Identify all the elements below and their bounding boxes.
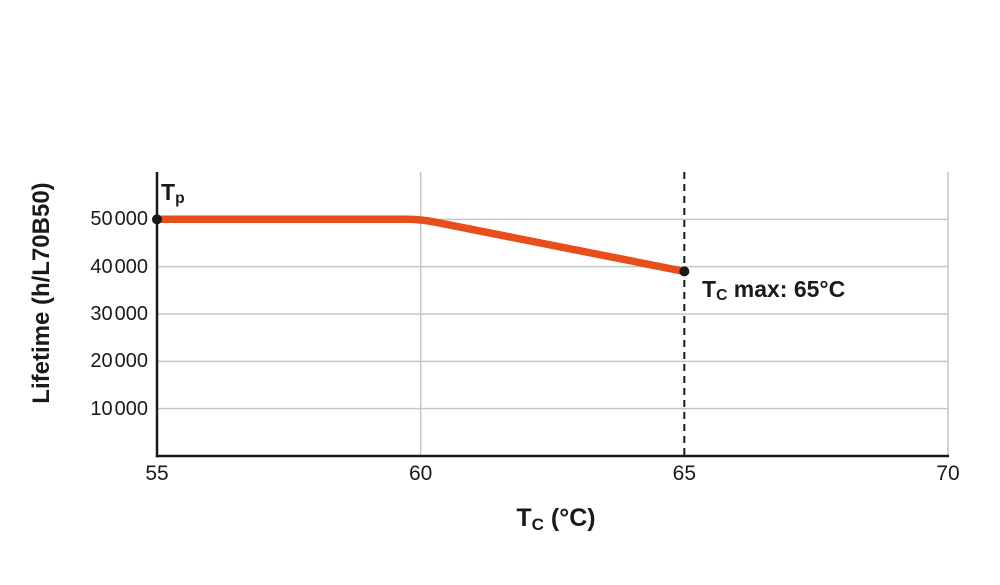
annotation-tc-max-subscript: C [716, 287, 728, 305]
x-axis-title: TC (°C) [406, 504, 706, 535]
x-axis-title-base: T [516, 504, 532, 532]
x-tick-label: 55 [145, 462, 169, 485]
y-tick-label: 50 000 [90, 208, 148, 231]
annotation-tc-max-text: max: 65°C [727, 276, 846, 302]
y-axis-title: Lifetime (h/L70B50) [28, 182, 55, 404]
annotation-tp-base: T [161, 179, 176, 205]
annotation-tp: Tp [161, 180, 185, 208]
x-axis-title-subscript: C [531, 514, 544, 534]
y-tick-label: 20 000 [90, 350, 148, 373]
annotation-tp-subscript: p [175, 190, 185, 208]
annotation-tc-max-base: T [702, 276, 717, 302]
data-point-start [152, 214, 162, 225]
x-tick-label: 65 [672, 462, 696, 485]
x-axis-title-unit: (°C) [543, 504, 596, 532]
x-tick-label: 60 [408, 462, 433, 485]
y-tick-label: 40 000 [90, 255, 148, 278]
lifetime-curve [157, 215, 686, 276]
y-tick-label: 30 000 [90, 303, 148, 325]
y-tick-label: 10 000 [90, 397, 148, 420]
annotation-tc-max: TC max: 65°C [702, 277, 845, 305]
data-point-end [679, 266, 690, 277]
x-tick-label: 70 [936, 462, 960, 485]
